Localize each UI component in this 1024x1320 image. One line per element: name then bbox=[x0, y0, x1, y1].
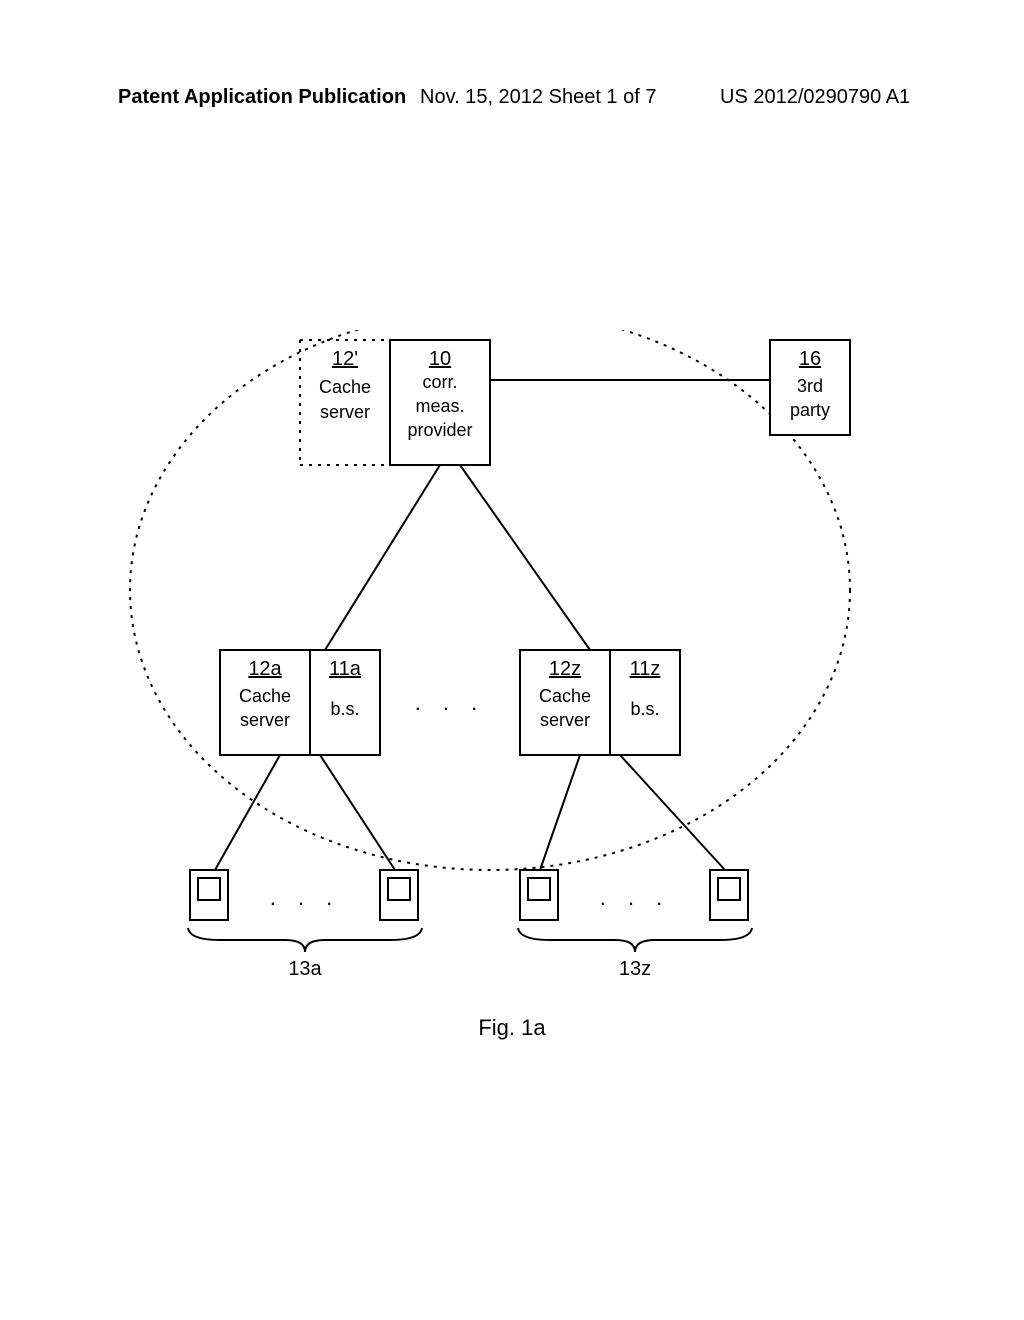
label-11a-1: b.s. bbox=[330, 699, 359, 719]
device-set-right: . . . 13z bbox=[518, 870, 752, 980]
ref-12z: 12z bbox=[549, 658, 581, 680]
left-dev-ellipsis: . . . bbox=[270, 885, 341, 910]
label-12a-1: Cache bbox=[239, 686, 291, 706]
label-12z-1: Cache bbox=[539, 686, 591, 706]
group-label-right: 13z bbox=[619, 958, 651, 980]
figure-caption: Fig. 1a bbox=[0, 1015, 1024, 1041]
device-z2 bbox=[710, 870, 748, 920]
label-10-3: provider bbox=[407, 420, 472, 440]
edge-11z-dev2 bbox=[620, 755, 725, 870]
brace-left bbox=[188, 928, 422, 952]
diagram-svg: 1 12' Cache server 10 corr. meas. provid… bbox=[120, 330, 904, 1030]
label-16-2: party bbox=[790, 400, 830, 420]
mid-ellipsis: . . . bbox=[415, 690, 486, 715]
edge-11z-dev1 bbox=[540, 755, 580, 870]
edge-11a-dev2 bbox=[320, 755, 395, 870]
device-set-left: . . . 13a bbox=[188, 870, 422, 980]
label-12prime-1: Cache bbox=[319, 377, 371, 397]
device-a2 bbox=[380, 870, 418, 920]
edge-11a-dev1 bbox=[215, 755, 280, 870]
edge-10-11a bbox=[325, 465, 440, 650]
brace-right bbox=[518, 928, 752, 952]
top-group: 12' Cache server 10 corr. meas. provider bbox=[300, 340, 490, 465]
header-right: US 2012/0290790 A1 bbox=[720, 86, 910, 109]
ref-12prime: 12' bbox=[332, 348, 358, 370]
left-bs-group: 12a Cache server 11a b.s. bbox=[220, 650, 380, 755]
ref-16: 16 bbox=[799, 348, 821, 370]
device-z1 bbox=[520, 870, 558, 920]
label-12prime-2: server bbox=[320, 402, 370, 422]
device-a1 bbox=[190, 870, 228, 920]
third-party-node: 16 3rd party bbox=[770, 340, 850, 435]
patent-page: Patent Application Publication Nov. 15, … bbox=[0, 0, 1024, 1320]
header-left: Patent Application Publication bbox=[118, 86, 406, 109]
edge-10-11z bbox=[460, 465, 590, 650]
right-dev-ellipsis: . . . bbox=[600, 885, 671, 910]
label-11z-1: b.s. bbox=[630, 699, 659, 719]
label-12a-2: server bbox=[240, 710, 290, 730]
label-16-1: 3rd bbox=[797, 376, 823, 396]
right-bs-group: 12z Cache server 11z b.s. bbox=[520, 650, 680, 755]
label-10-2: meas. bbox=[415, 396, 464, 416]
label-12z-2: server bbox=[540, 710, 590, 730]
ref-10: 10 bbox=[429, 348, 451, 370]
group-label-left: 13a bbox=[288, 958, 322, 980]
ref-11z: 11z bbox=[630, 658, 661, 680]
ref-12a: 12a bbox=[248, 658, 282, 680]
label-10-1: corr. bbox=[422, 372, 457, 392]
header-mid: Nov. 15, 2012 Sheet 1 of 7 bbox=[420, 86, 656, 109]
ref-11a: 11a bbox=[329, 658, 362, 680]
figure-1a: 1 12' Cache server 10 corr. meas. provid… bbox=[120, 330, 904, 1030]
